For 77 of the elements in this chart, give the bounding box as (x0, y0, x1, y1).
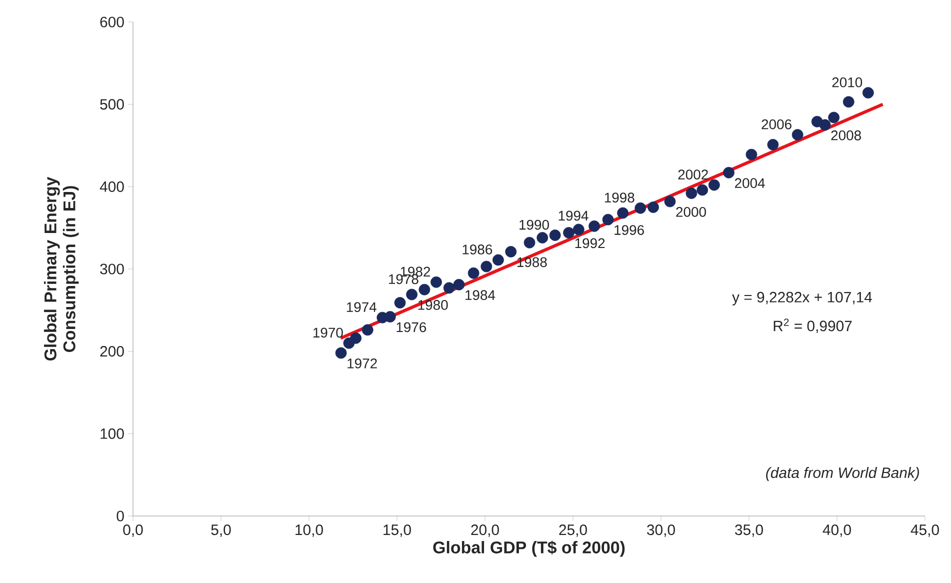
x-tick-label: 45,0 (910, 524, 939, 537)
point (648, 202, 659, 213)
point (696, 184, 708, 196)
annotation: 2002 (678, 170, 708, 180)
annotation: 2008 (831, 130, 861, 140)
y-tick-label: 400 (100, 181, 124, 192)
point (602, 214, 614, 226)
x-tick-label: 20,0 (471, 524, 499, 537)
x-tick-label: 10,0 (296, 524, 323, 537)
x-tick-label: 35,0 (735, 524, 763, 537)
y-tick-label: 100 (100, 428, 124, 439)
point (430, 276, 442, 288)
annotation: (data from World Bank) (766, 467, 919, 481)
point (746, 148, 758, 160)
point (384, 311, 396, 322)
x-axis-title: Global GDP (T$ of 2000) (433, 540, 625, 557)
y-tick-label: 600 (100, 16, 124, 28)
point (819, 119, 831, 131)
x-tick-label: 5,0 (211, 524, 231, 537)
point (708, 179, 720, 191)
annotation: 1980 (418, 300, 448, 310)
point (686, 188, 698, 199)
annotation: 2010 (832, 77, 862, 88)
x-tick-label: 40,0 (822, 524, 851, 537)
point (563, 227, 574, 238)
annotation: 1988 (517, 257, 547, 268)
annotation: 1990 (520, 220, 549, 230)
x-tick-label: 25,0 (559, 524, 587, 537)
point (617, 207, 629, 219)
point (443, 282, 455, 294)
y-axis-title: Global Primary Energy Consumption (in EJ) (44, 176, 79, 361)
point (394, 297, 406, 308)
annotation: R$^{2}$ = 0,9907 (774, 318, 852, 334)
annotation: 1994 (558, 210, 588, 221)
point (480, 260, 492, 272)
point (406, 288, 418, 300)
annotation: 1972 (348, 358, 377, 368)
point (468, 267, 480, 279)
annotation: 1970 (313, 328, 343, 338)
point (505, 246, 517, 258)
point (588, 220, 600, 232)
annotation: 1974 (346, 302, 376, 312)
x-tick-label: 15,0 (384, 524, 411, 537)
point (634, 202, 646, 214)
point (842, 96, 854, 108)
x-tick-label: 30,0 (647, 524, 675, 537)
y-tick-label: 200 (100, 346, 124, 357)
annotation: 1984 (466, 290, 496, 300)
point (792, 129, 804, 140)
y-tick-label: 500 (100, 99, 124, 110)
point (453, 278, 465, 290)
point (723, 166, 734, 178)
annotation: 1986 (462, 244, 492, 254)
annotation: 1976 (396, 322, 426, 332)
point (362, 324, 374, 336)
annotation: 1998 (604, 192, 634, 203)
point (524, 236, 536, 248)
annotation: 1996 (614, 225, 644, 235)
annotation: y = 9,2282x + 107,14 (732, 292, 872, 306)
point (549, 230, 561, 241)
point (767, 138, 779, 150)
point (350, 332, 362, 344)
annotation: 1992 (575, 238, 605, 248)
y-tick-label: 0 (116, 510, 124, 522)
point (418, 284, 430, 296)
point (862, 87, 874, 99)
point (572, 224, 584, 236)
point (664, 196, 676, 208)
point (335, 347, 347, 359)
point (828, 112, 840, 124)
annotation: 2006 (762, 119, 792, 130)
point (536, 232, 548, 244)
y-tick-label: 300 (100, 264, 124, 274)
point (492, 254, 504, 266)
x-tick-label: 0,0 (123, 524, 143, 537)
annotation: 2004 (734, 178, 765, 188)
annotation: 2000 (676, 206, 706, 217)
